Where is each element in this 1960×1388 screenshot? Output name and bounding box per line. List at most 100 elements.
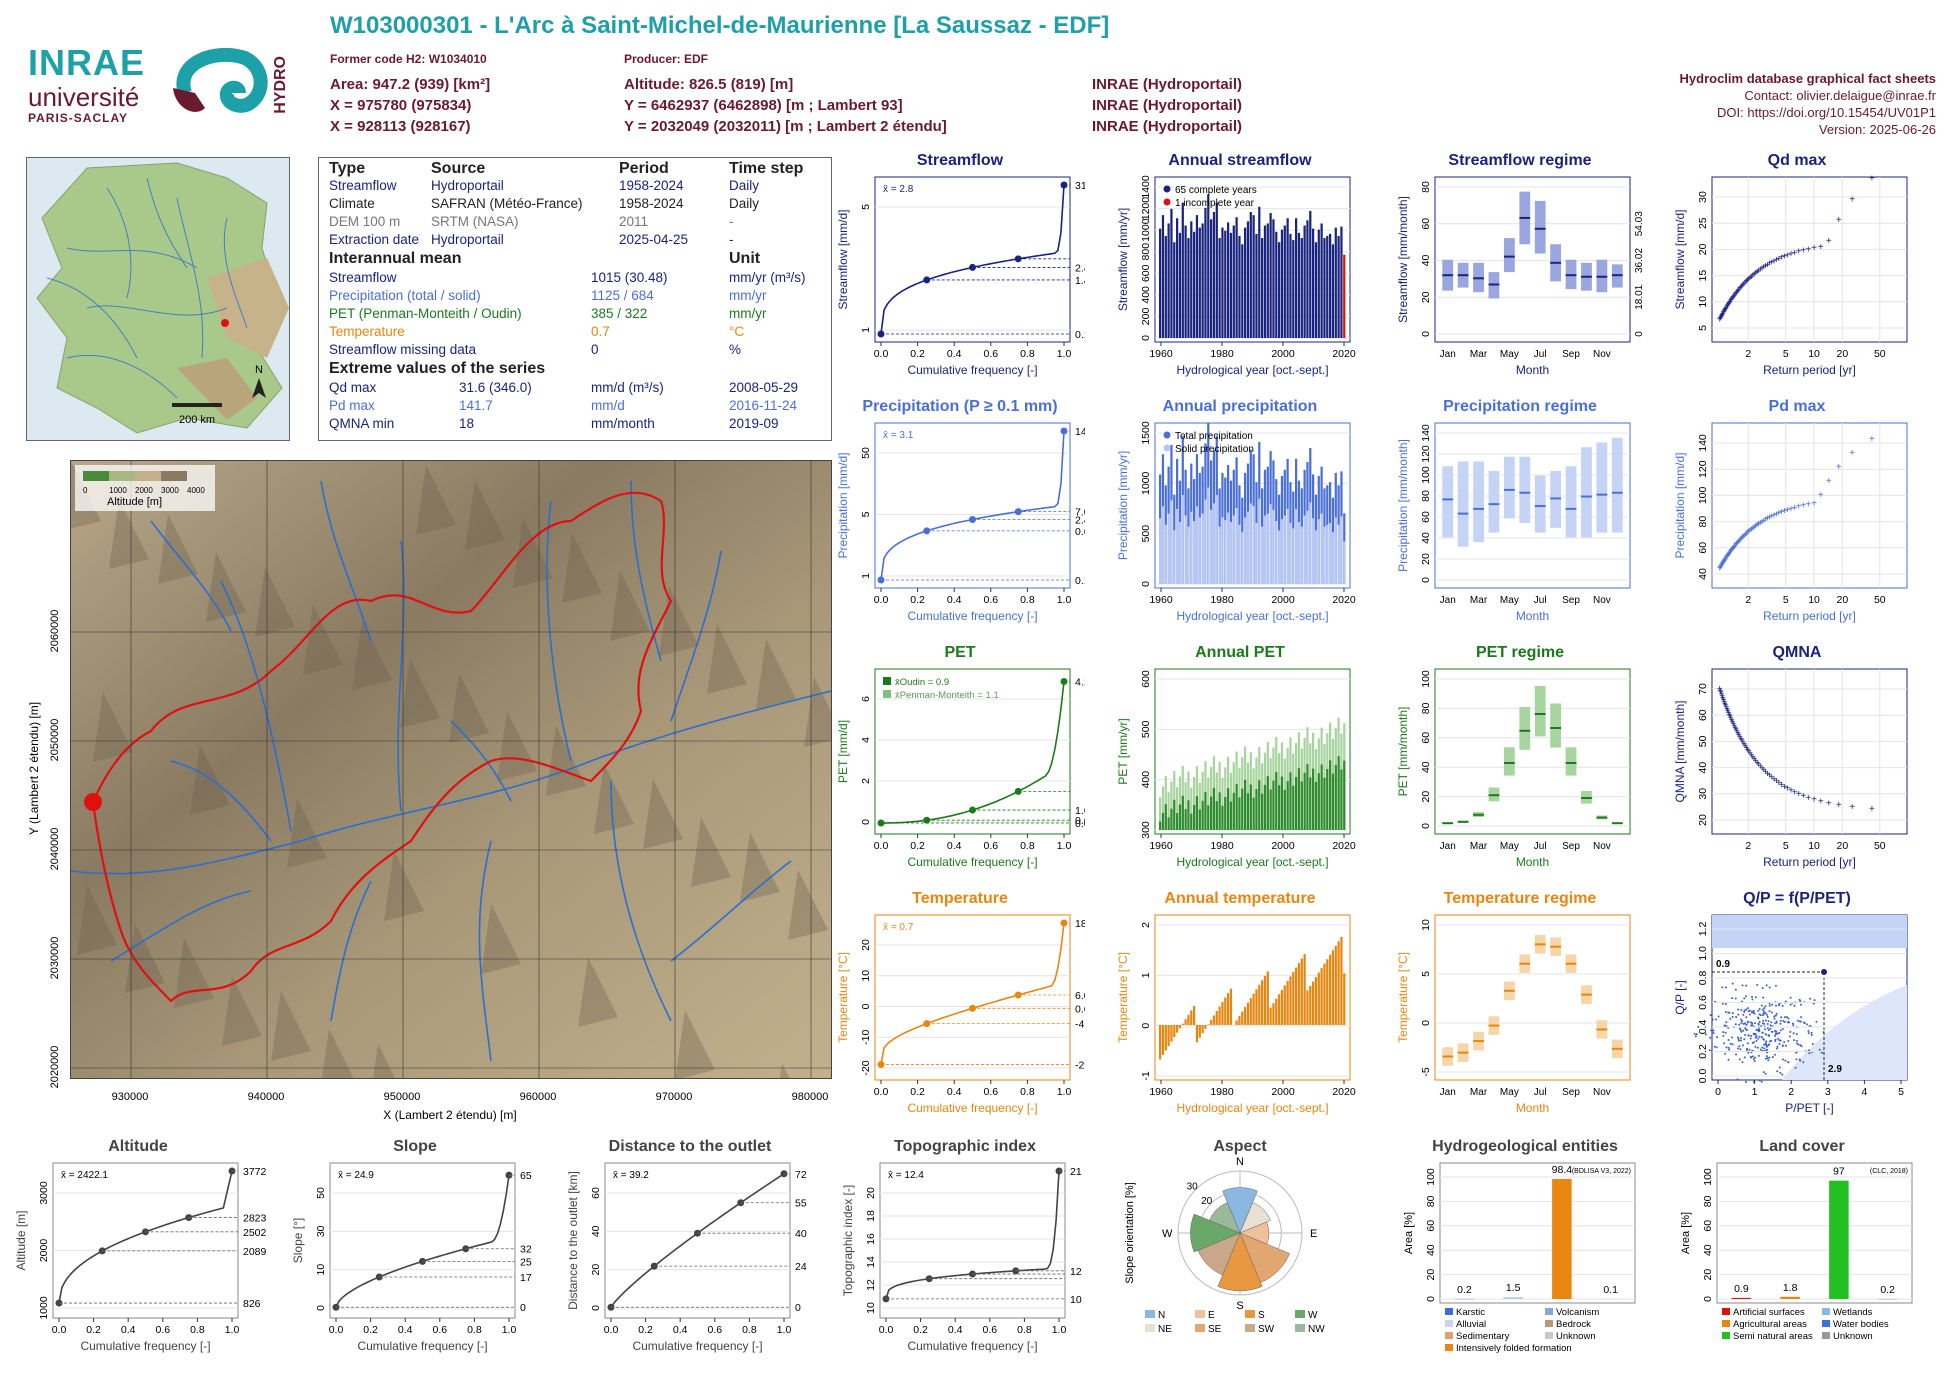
right-tick-label: 2089 <box>243 1246 267 1258</box>
doi[interactable]: DOI: https://doi.org/10.15454/UV01P1 <box>1717 105 1936 120</box>
scatter-point <box>1765 1048 1768 1051</box>
x-tick-label: 0.0 <box>329 1324 344 1336</box>
y-tick-label: 0 <box>1425 1296 1437 1302</box>
return-point: + <box>1765 769 1771 780</box>
map-y-tick: 2060000 <box>49 610 61 653</box>
scatter-point <box>1781 1073 1784 1076</box>
y-tick-label: 20 <box>1702 1269 1714 1281</box>
x-tick-label: 10 <box>1808 594 1820 606</box>
x-tick-label: 0.6 <box>983 840 998 852</box>
scatter-point <box>1751 1024 1754 1027</box>
scatter-point <box>1712 1029 1715 1032</box>
right-tick-label: 0.6 <box>1075 1003 1085 1015</box>
legend-swatch <box>1245 1310 1255 1318</box>
scatter-point <box>1765 1043 1768 1046</box>
scatter-point <box>1760 1035 1763 1038</box>
annual-bar <box>1184 225 1187 338</box>
return-point: + <box>1769 511 1775 522</box>
scatter-point <box>1755 1035 1758 1038</box>
terrain-shade <box>594 764 634 834</box>
contact[interactable]: Contact: olivier.delaigue@inrae.fr <box>1744 88 1936 103</box>
right-tick-label: 0.1 <box>1075 329 1085 341</box>
scatter-point <box>1742 1013 1745 1016</box>
temp_cdf-title: Temperature <box>912 890 1008 907</box>
scatter-point <box>1738 1027 1741 1030</box>
annual-bar <box>1232 515 1235 584</box>
y-tick-label: 2000 <box>38 1239 50 1263</box>
x-tick-label: 10 <box>1808 348 1820 360</box>
scatter-point <box>1744 1033 1747 1036</box>
y-tick-label: 80 <box>1697 516 1709 528</box>
pd_max-panel: Pd max 40 60 80 100 120 140 Return period [yr] P… <box>1672 398 1922 658</box>
y-tick-label: 30 <box>1697 191 1709 203</box>
return-point: + <box>1792 787 1798 798</box>
scatter-point <box>1767 1029 1770 1032</box>
return-point: + <box>1763 261 1769 272</box>
scatter-point <box>1766 1051 1769 1054</box>
plot-frame <box>1434 176 1631 343</box>
y-tick-label: 100 <box>1420 466 1432 484</box>
y-tick-label: 0 <box>1420 823 1432 829</box>
y-axis-label: Area [%] <box>1403 1212 1415 1254</box>
y-tick-label: 500 <box>1140 525 1152 543</box>
annual-bar <box>1187 238 1190 338</box>
right-tick-label: 17 <box>520 1272 532 1284</box>
annual-bar <box>1167 223 1170 338</box>
return-point: + <box>1717 564 1723 575</box>
return-point: + <box>1743 277 1749 288</box>
outlet-marker <box>84 793 102 811</box>
plot-frame <box>1154 176 1351 343</box>
return-point: + <box>1733 540 1739 551</box>
annual-bar <box>1159 797 1162 830</box>
right-tick-label: 0.6 <box>1075 815 1085 827</box>
right-tick-label: 18.01 <box>1634 284 1645 309</box>
x-tick-label: 1960 <box>1149 1086 1173 1098</box>
annual-bar <box>1272 1003 1275 1025</box>
slope_cdf-svg: 0 10 30 50 0.0 0.2 0.4 0.6 0.8 1.0 Cumulative freq… <box>291 1162 532 1353</box>
y-tick-label: 40 <box>1425 1244 1437 1256</box>
terrain-shade <box>287 798 327 868</box>
return-point: + <box>1731 721 1737 732</box>
y-axis-label: Precipitation [mm/d] <box>836 452 850 558</box>
y-tick-label: 60 <box>1425 1220 1437 1232</box>
return-point: + <box>1717 686 1723 697</box>
y-tick-label: 50 <box>1697 735 1709 747</box>
alt-legend-tick: 4000 <box>187 486 205 495</box>
y-tick-label: 18 <box>865 1210 877 1222</box>
annual-bar <box>1184 809 1187 830</box>
qd_max-title: Qd max <box>1767 152 1827 169</box>
annual-bar <box>1292 785 1295 830</box>
annual-bar <box>1246 511 1250 584</box>
annual-bar <box>1300 958 1303 1025</box>
return-point: + <box>1788 785 1794 796</box>
return-point: + <box>1800 791 1806 802</box>
x-tick-label: 10 <box>1808 840 1820 852</box>
annual-bar <box>1210 1019 1213 1025</box>
return-point: + <box>1773 255 1779 266</box>
annual-bar <box>1314 977 1318 1025</box>
y-tick-label: 0.0 <box>1697 1069 1709 1084</box>
scatter-point <box>1787 1039 1790 1042</box>
return-point: + <box>1722 555 1728 566</box>
plot-frame <box>52 1162 239 1319</box>
y-tick-label: 40 <box>1702 1244 1714 1256</box>
x-axis-label: Cumulative frequency [-] <box>907 609 1037 623</box>
legend-label: N <box>1158 1310 1165 1321</box>
annual-bar <box>1295 508 1298 584</box>
annual-bar <box>1303 515 1306 584</box>
scatter-point <box>1744 1080 1747 1083</box>
alt-legend-swatch <box>83 471 109 481</box>
annual-bar <box>1320 968 1323 1025</box>
x-tick-label: 0.6 <box>982 1324 997 1336</box>
qmna-title: QMNA <box>1772 644 1822 661</box>
scatter-point <box>1743 1038 1746 1041</box>
regime-box <box>1519 456 1531 524</box>
return-point: + <box>1811 243 1817 254</box>
legend-label: Semi natural areas <box>1733 1331 1813 1342</box>
return-point: + <box>1746 274 1752 285</box>
scatter-point <box>1789 1030 1792 1033</box>
y-axis-label: Precipitation [mm/yr] <box>1116 451 1130 560</box>
scatter-point <box>1727 1027 1730 1030</box>
annual-bar <box>1266 513 1269 584</box>
legend-swatch <box>1245 1324 1255 1332</box>
